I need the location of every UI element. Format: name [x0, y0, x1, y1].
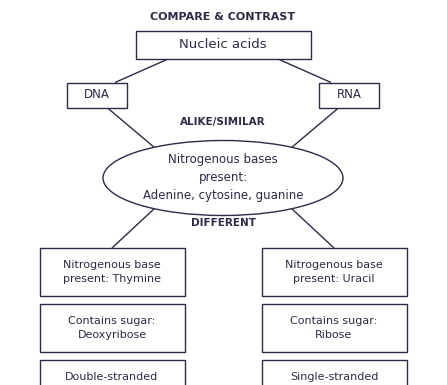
FancyBboxPatch shape [39, 304, 185, 352]
FancyBboxPatch shape [39, 360, 185, 385]
Text: Nucleic acids: Nucleic acids [179, 38, 267, 52]
FancyBboxPatch shape [261, 304, 406, 352]
Text: ALIKE/SIMILAR: ALIKE/SIMILAR [180, 117, 266, 127]
FancyBboxPatch shape [261, 248, 406, 296]
Text: RNA: RNA [337, 89, 362, 102]
Text: Nitrogenous base
present: Uracil: Nitrogenous base present: Uracil [285, 260, 383, 284]
FancyBboxPatch shape [39, 248, 185, 296]
FancyBboxPatch shape [67, 82, 127, 107]
Text: DIFFERENT: DIFFERENT [190, 218, 256, 228]
Text: Nitrogenous bases
present:
Adenine, cytosine, guanine: Nitrogenous bases present: Adenine, cyto… [143, 154, 303, 203]
Ellipse shape [103, 141, 343, 216]
Text: COMPARE & CONTRAST: COMPARE & CONTRAST [151, 12, 295, 22]
Text: Single-stranded
molecule: Single-stranded molecule [290, 372, 378, 385]
FancyBboxPatch shape [319, 82, 379, 107]
FancyBboxPatch shape [135, 31, 311, 59]
Text: Contains sugar:
Deoxyribose: Contains sugar: Deoxyribose [68, 316, 156, 340]
Text: DNA: DNA [84, 89, 110, 102]
FancyBboxPatch shape [261, 360, 406, 385]
Text: Contains sugar:
Ribose: Contains sugar: Ribose [291, 316, 378, 340]
Text: Nitrogenous base
present: Thymine: Nitrogenous base present: Thymine [63, 260, 161, 284]
Text: Double-stranded
molecule: Double-stranded molecule [65, 372, 159, 385]
